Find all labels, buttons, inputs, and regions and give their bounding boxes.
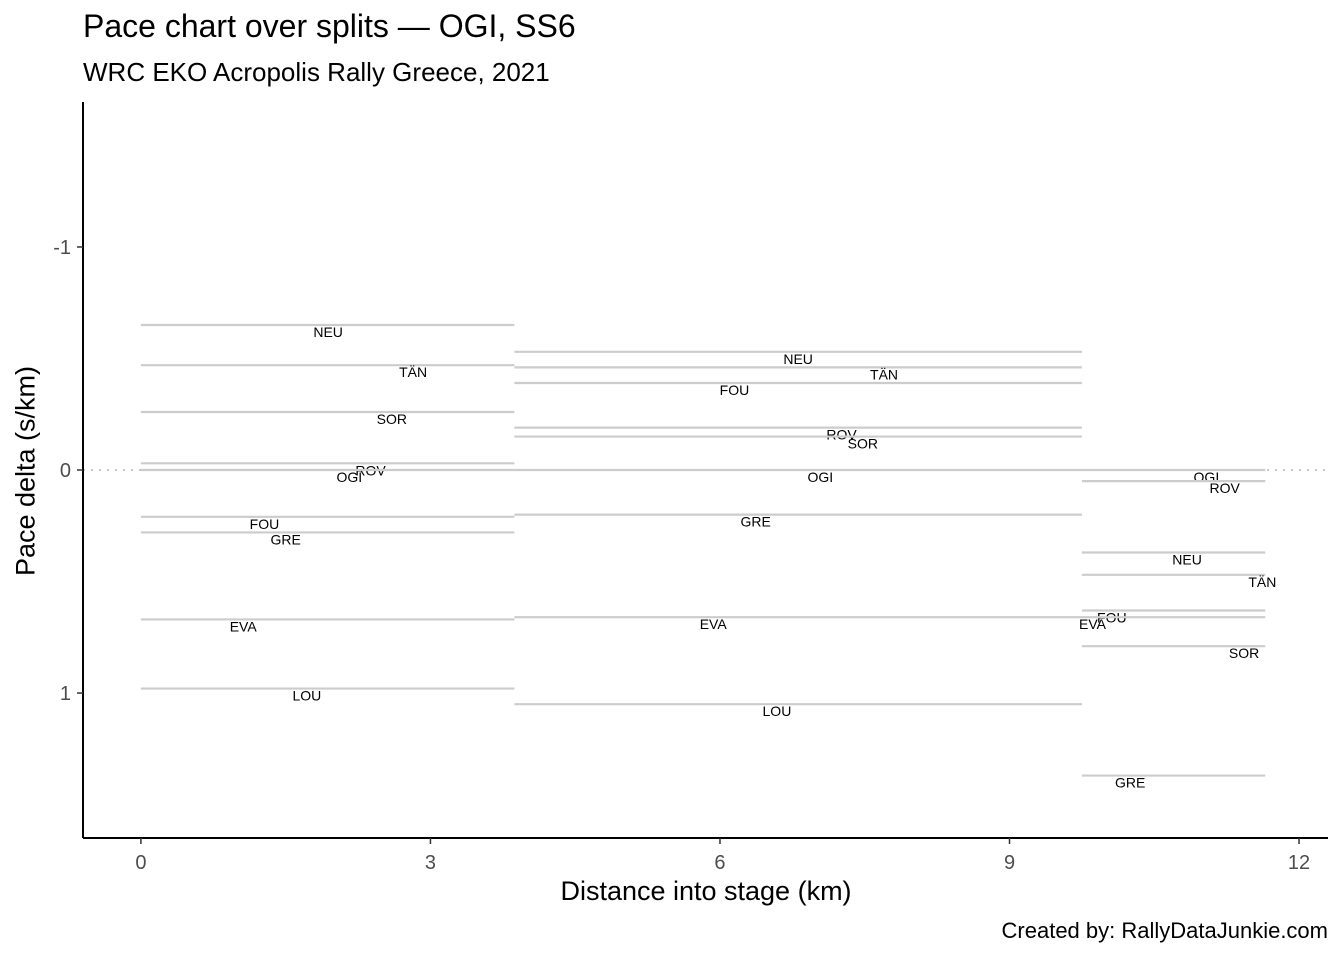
y-tick-label: 0 — [60, 460, 71, 482]
driver-label-tän-split-2: TÄN — [870, 366, 898, 382]
driver-label-sor-split-2: SOR — [848, 436, 878, 452]
driver-label-fou-split-2: FOU — [720, 382, 750, 398]
driver-label-gre-split-2: GRE — [741, 514, 771, 530]
chart-subtitle: WRC EKO Acropolis Rally Greece, 2021 — [83, 57, 550, 87]
driver-label-rov-split-3: ROV — [1210, 480, 1241, 496]
x-tick-label: 6 — [714, 852, 725, 874]
x-tick-label: 9 — [1004, 852, 1015, 874]
driver-label-sor-split-1: SOR — [377, 411, 407, 427]
driver-label-tän-split-3: TÄN — [1248, 574, 1276, 590]
x-tick-label: 12 — [1288, 852, 1310, 874]
x-tick-label: 0 — [135, 852, 146, 874]
driver-label-gre-split-3: GRE — [1115, 775, 1145, 791]
driver-label-ogi-split-2: OGI — [808, 469, 834, 485]
driver-label-ogi-split-1: OGI — [337, 469, 363, 485]
y-tick-label: 1 — [60, 683, 71, 705]
driver-label-eva-split-3: EVA — [1079, 616, 1107, 632]
driver-label-neu-split-3: NEU — [1172, 552, 1202, 568]
chart-title: Pace chart over splits — OGI, SS6 — [83, 8, 576, 44]
x-axis-label: Distance into stage (km) — [560, 876, 852, 906]
y-tick-label: -1 — [53, 237, 71, 259]
chart-caption: Created by: RallyDataJunkie.com — [1001, 918, 1328, 943]
driver-label-neu-split-1: NEU — [313, 324, 343, 340]
driver-label-fou-split-1: FOU — [250, 516, 280, 532]
driver-label-lou-split-2: LOU — [763, 703, 792, 719]
driver-label-tän-split-1: TÄN — [399, 364, 427, 380]
driver-label-lou-split-1: LOU — [293, 688, 322, 704]
driver-label-gre-split-1: GRE — [271, 531, 301, 547]
driver-label-eva-split-2: EVA — [700, 616, 728, 632]
x-tick-label: 3 — [425, 852, 436, 874]
driver-label-neu-split-2: NEU — [783, 351, 813, 367]
driver-label-sor-split-3: SOR — [1229, 645, 1259, 661]
driver-label-rov-split-2: ROV — [826, 427, 857, 443]
driver-label-eva-split-1: EVA — [230, 618, 258, 634]
